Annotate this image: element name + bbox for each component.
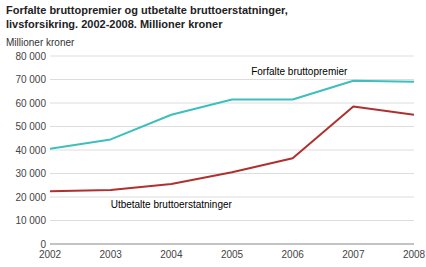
grid [50,56,414,244]
y-tick-label: 50 000 [15,121,46,132]
x-tick-label: 2004 [160,249,183,260]
y-tick-label: 40 000 [15,145,46,156]
x-tick-label: 2005 [221,249,244,260]
grid-line [50,197,414,198]
series-label: Utbetalte bruttoerstatninger [111,199,233,210]
x-tick-label: 2007 [342,249,365,260]
plot-area [50,81,414,191]
series-line [50,107,414,192]
y-axis-label: Millioner kroner [6,37,75,48]
y-tick-label: 20 000 [15,192,46,203]
x-axis-line [50,244,414,245]
title: Forfalte bruttopremier og utbetalte brut… [6,4,288,16]
x-tick-label: 2006 [282,249,305,260]
grid-line [50,126,414,127]
y-tick-label: 10 000 [15,215,46,226]
y-tick-label: 80 000 [15,51,46,62]
series-line [50,81,414,149]
x-tick-label: 2003 [100,249,123,260]
chart: Forfalte bruttopremier og utbetalte brut… [0,0,426,267]
x-tick-label: 2002 [39,249,62,260]
y-tick-label: 0 [40,239,46,250]
grid-line [50,103,414,104]
y-tick-label: 60 000 [15,98,46,109]
grid-line [50,56,414,57]
series-label: Forfalte bruttopremier [251,66,348,77]
grid-line [50,150,414,151]
x-tick-label: 2008 [403,249,426,260]
y-tick-label: 70 000 [15,74,46,85]
grid-line [50,244,414,245]
chart-container: Forfalte bruttopremier og utbetalte brut… [0,0,426,267]
grid-line [50,220,414,221]
subtitle: livsforsikring. 2002-2008. Millioner kro… [6,18,223,30]
y-tick-label: 30 000 [15,168,46,179]
